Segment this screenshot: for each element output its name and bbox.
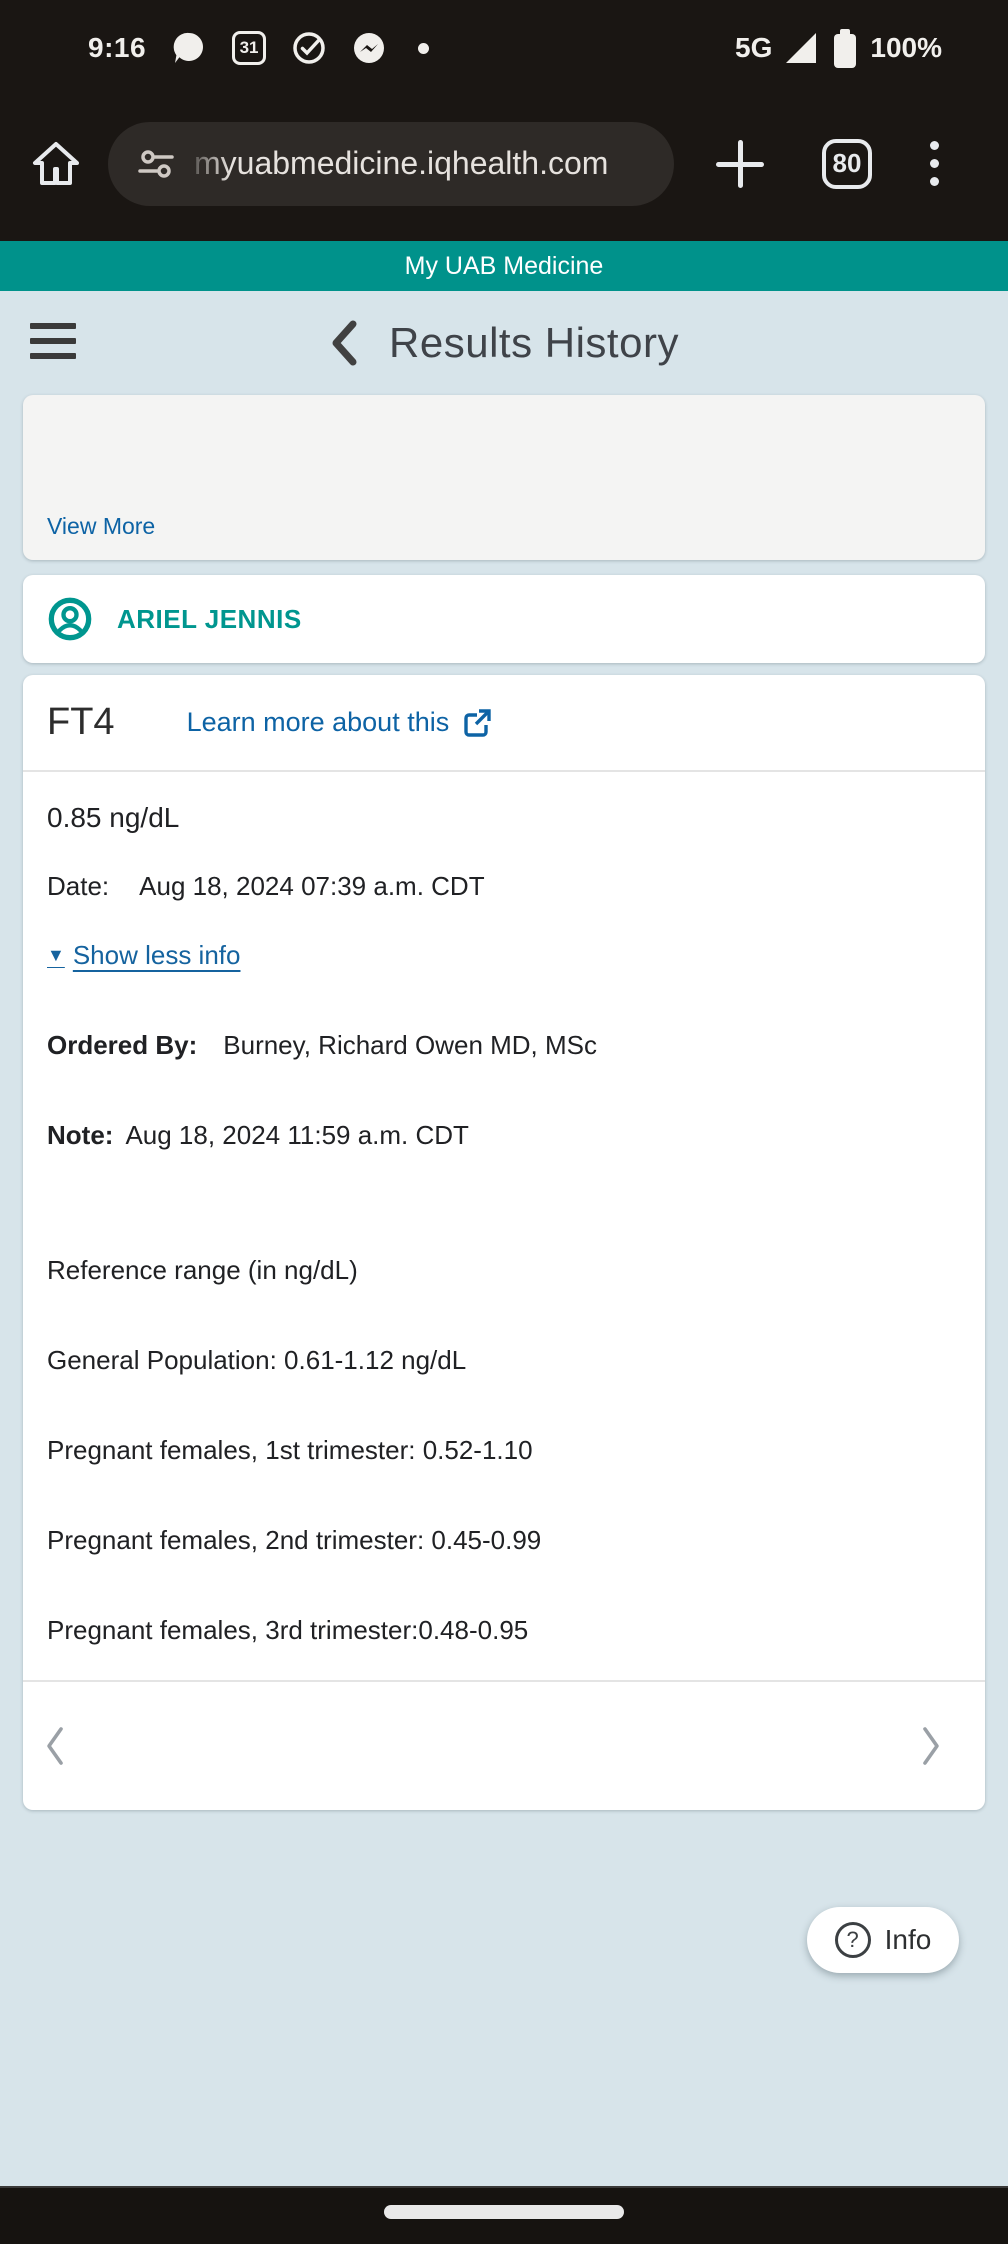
clock: 9:16 xyxy=(88,32,147,63)
chevron-right-icon[interactable] xyxy=(917,1724,945,1768)
browser-toolbar: myuabmedicine.iqhealth.com 80 xyxy=(0,96,1008,241)
result-card-header: FT4 Learn more about this xyxy=(23,675,985,772)
message-bubble-icon xyxy=(172,31,206,65)
external-link-icon xyxy=(461,707,493,739)
url-bar[interactable]: myuabmedicine.iqhealth.com xyxy=(108,121,674,206)
question-circle-icon: ? xyxy=(834,1922,871,1958)
account-icon xyxy=(47,596,93,642)
kebab-menu-icon[interactable] xyxy=(924,135,945,192)
pagination-bar xyxy=(23,1680,985,1810)
page: Results History View More ARIEL JENNIS F… xyxy=(0,291,1008,2186)
battery-icon xyxy=(834,28,857,68)
ordered-by-label: Ordered By: xyxy=(47,1030,198,1060)
result-value: 0.85 ng/dL xyxy=(47,802,180,833)
tune-icon xyxy=(136,148,176,180)
home-indicator[interactable] xyxy=(384,2205,624,2219)
back-chevron-icon[interactable] xyxy=(329,320,359,366)
dropdown-triangle-icon: ▼ xyxy=(47,945,65,965)
note-value: Aug 18, 2024 11:59 a.m. CDT xyxy=(125,1120,469,1150)
chevron-left-icon[interactable] xyxy=(41,1724,69,1768)
patient-card[interactable]: ARIEL JENNIS xyxy=(23,575,985,663)
ordered-by-row: Ordered By: Burney, Richard Owen MD, MSc xyxy=(47,1029,961,1061)
reference-line: Pregnant females, 3rd trimester:0.48-0.9… xyxy=(47,1615,529,1645)
learn-more-link[interactable]: Learn more about this xyxy=(187,707,494,739)
home-icon[interactable] xyxy=(30,138,82,190)
result-body: 0.85 ng/dL Date: Aug 18, 2024 07:39 a.m. … xyxy=(23,772,985,1646)
summary-card: View More xyxy=(23,395,985,560)
note-label: Note: xyxy=(47,1120,114,1150)
check-circle-icon xyxy=(292,31,326,65)
reference-line: Pregnant females, 2nd trimester: 0.45-0.… xyxy=(47,1525,542,1555)
site-banner: My UAB Medicine xyxy=(0,241,1008,291)
info-button[interactable]: ? Info xyxy=(807,1907,959,1973)
show-less-label: Show less info xyxy=(72,940,241,970)
gesture-nav-bar xyxy=(0,2186,1008,2244)
messenger-icon xyxy=(352,31,386,65)
status-bar: 9:16 31 5G 100% xyxy=(0,0,1008,96)
calendar-icon: 31 xyxy=(232,31,267,65)
battery-percent: 100% xyxy=(870,32,942,63)
hamburger-icon[interactable] xyxy=(30,319,78,363)
notification-dot-icon xyxy=(418,42,430,54)
network-type: 5G xyxy=(735,32,773,63)
tab-switcher-button[interactable]: 80 xyxy=(822,138,872,189)
new-tab-button[interactable] xyxy=(712,136,768,192)
reference-line: General Population: 0.61-1.12 ng/dL xyxy=(47,1345,467,1375)
result-card: FT4 Learn more about this 0.85 ng/dL xyxy=(23,675,985,1810)
page-header: Results History xyxy=(0,291,1008,395)
note-row: Note: Aug 18, 2024 11:59 a.m. CDT xyxy=(47,1119,961,1151)
page-title: Results History xyxy=(389,319,679,366)
patient-name: ARIEL JENNIS xyxy=(117,603,302,634)
info-button-label: Info xyxy=(884,1924,932,1955)
url-text: myuabmedicine.iqhealth.com xyxy=(194,145,609,181)
result-date-row: Date: Aug 18, 2024 07:39 a.m. CDT xyxy=(47,870,961,902)
test-name: FT4 xyxy=(47,701,115,743)
show-less-link[interactable]: ▼ Show less info xyxy=(47,940,240,971)
reference-range-title: Reference range (in ng/dL) xyxy=(47,1255,358,1285)
ordered-by-value: Burney, Richard Owen MD, MSc xyxy=(223,1030,598,1060)
learn-more-label: Learn more about this xyxy=(186,707,450,737)
site-banner-title: My UAB Medicine xyxy=(404,251,604,280)
reference-line: Pregnant females, 1st trimester: 0.52-1.… xyxy=(47,1435,533,1465)
view-more-link[interactable]: View More xyxy=(47,513,156,539)
date-label: Date: xyxy=(47,871,110,901)
tab-count: 80 xyxy=(832,148,862,178)
signal-icon xyxy=(786,33,817,63)
date-value: Aug 18, 2024 07:39 a.m. CDT xyxy=(139,871,485,901)
calendar-day: 31 xyxy=(239,38,259,57)
